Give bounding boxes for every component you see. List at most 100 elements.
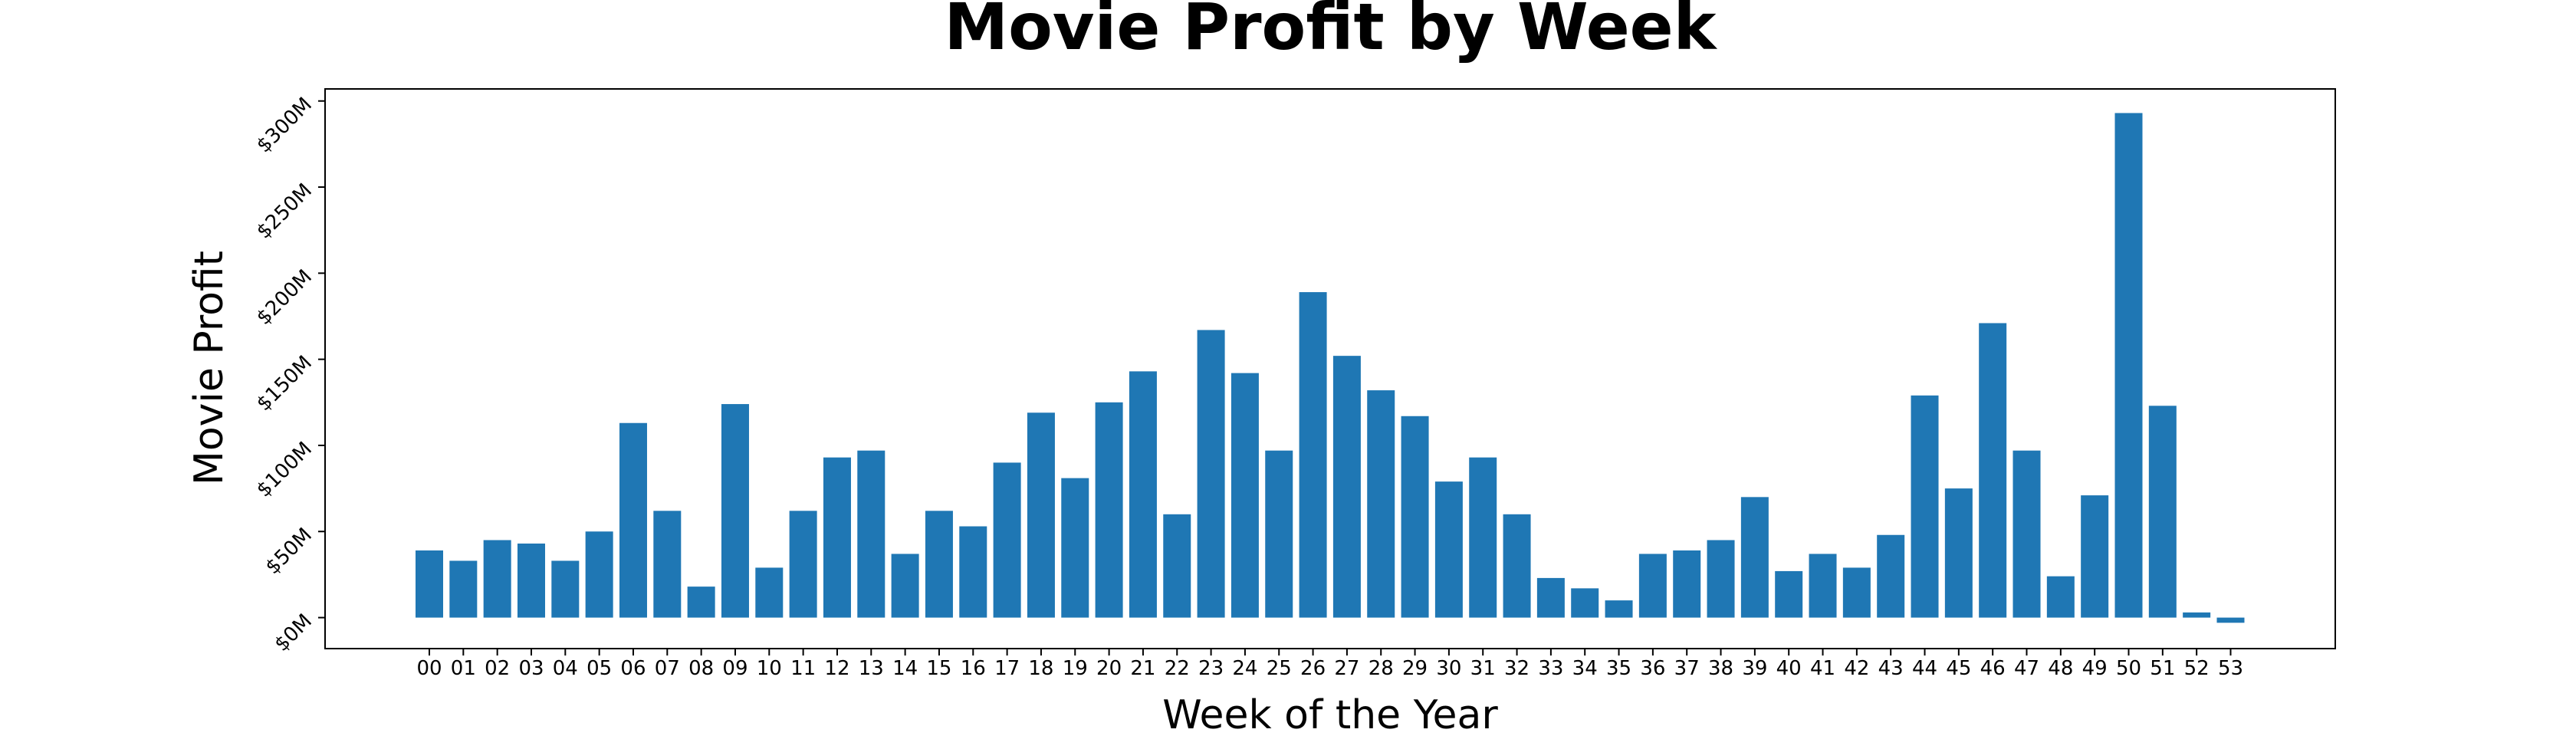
- bar-week-08: [687, 586, 715, 618]
- bar-week-46: [1979, 323, 2007, 618]
- x-tick-label: 01: [451, 657, 476, 680]
- x-tick-label: 09: [722, 657, 748, 680]
- x-tick-label: 52: [2184, 657, 2210, 680]
- bar-week-40: [1775, 570, 1803, 618]
- y-tick-label: $150M: [252, 351, 317, 416]
- x-tick-label: 10: [757, 657, 782, 680]
- x-tick-label: 49: [2082, 657, 2108, 680]
- x-tick-label: 12: [824, 657, 849, 680]
- x-tick-label: 27: [1334, 657, 1359, 680]
- x-tick-label: 46: [1980, 657, 2006, 680]
- y-tick-label: $100M: [252, 438, 317, 502]
- x-tick-label: 36: [1640, 657, 1665, 680]
- bar-week-37: [1673, 550, 1701, 618]
- x-tick-label: 45: [1946, 657, 1971, 680]
- y-tick-label: $200M: [252, 265, 317, 330]
- bar-week-09: [721, 404, 749, 618]
- x-tick-label: 47: [2014, 657, 2039, 680]
- x-tick-label: 15: [926, 657, 951, 680]
- y-axis-label: Movie Profit: [186, 251, 232, 485]
- bar-week-20: [1095, 402, 1123, 618]
- x-tick-label: 32: [1504, 657, 1530, 680]
- bar-week-13: [857, 450, 886, 618]
- bar-week-48: [2046, 576, 2075, 618]
- x-tick-label: 02: [485, 657, 510, 680]
- x-tick-label: 24: [1232, 657, 1257, 680]
- bar-week-32: [1503, 514, 1531, 618]
- bar-week-42: [1842, 567, 1871, 618]
- x-tick-label: 48: [2048, 657, 2073, 680]
- bar-week-06: [619, 422, 647, 618]
- bar-week-01: [449, 560, 478, 618]
- x-tick-label: 34: [1572, 657, 1598, 680]
- x-tick-label: 53: [2218, 657, 2243, 680]
- bar-week-02: [483, 540, 511, 618]
- bar-week-52: [2183, 612, 2211, 618]
- bar-series: [416, 113, 2245, 623]
- bar-week-50: [2114, 113, 2143, 618]
- x-tick-label: 23: [1198, 657, 1224, 680]
- x-tick-label: 25: [1267, 657, 1292, 680]
- bar-week-29: [1401, 416, 1429, 618]
- bar-week-36: [1638, 554, 1667, 618]
- x-tick-label: 13: [859, 657, 884, 680]
- x-tick-label: 35: [1606, 657, 1631, 680]
- bar-week-03: [517, 543, 545, 618]
- bar-week-23: [1197, 330, 1225, 618]
- bar-week-12: [823, 457, 851, 618]
- bar-week-07: [653, 511, 682, 618]
- x-tick-label: 03: [518, 657, 544, 680]
- bar-week-35: [1605, 600, 1633, 618]
- bar-week-04: [551, 560, 580, 618]
- x-tick-label: 42: [1844, 657, 1869, 680]
- bar-week-34: [1571, 588, 1599, 618]
- bar-week-24: [1230, 373, 1259, 618]
- bar-week-21: [1129, 371, 1157, 618]
- bar-week-33: [1536, 577, 1565, 618]
- x-tick-label: 16: [961, 657, 986, 680]
- bar-week-30: [1434, 481, 1463, 618]
- bar-week-26: [1299, 292, 1327, 618]
- y-tick-label: $250M: [252, 179, 317, 244]
- x-tick-label: 07: [655, 657, 680, 680]
- bar-week-25: [1265, 450, 1293, 618]
- x-tick-label: 29: [1402, 657, 1428, 680]
- y-axis: $0M $50M $100M $150M $200M $250M $300M: [252, 93, 325, 656]
- bar-week-17: [993, 462, 1021, 618]
- x-axis-label: Week of the Year: [1162, 692, 1498, 736]
- bar-week-28: [1367, 390, 1395, 618]
- x-tick-label: 40: [1776, 657, 1802, 680]
- bar-week-47: [2013, 450, 2041, 618]
- bar-week-44: [1911, 395, 1939, 618]
- x-tick-label: 41: [1810, 657, 1835, 680]
- x-tick-label: 22: [1165, 657, 1190, 680]
- bar-week-00: [416, 550, 443, 618]
- bar-week-38: [1707, 540, 1735, 618]
- bar-week-16: [959, 526, 987, 618]
- x-tick-label: 38: [1708, 657, 1733, 680]
- x-axis: 00 01 02 03 04 05 06 07 08 09 10 11 12 13 14 15 16 17 18 19…: [416, 649, 2243, 680]
- x-tick-label: 19: [1063, 657, 1088, 680]
- x-tick-label: 18: [1028, 657, 1053, 680]
- bar-week-27: [1332, 356, 1361, 618]
- x-tick-label: 43: [1878, 657, 1904, 680]
- plot-frame: [324, 88, 2336, 649]
- x-tick-label: 30: [1436, 657, 1461, 680]
- x-tick-label: 33: [1538, 657, 1563, 680]
- x-tick-label: 00: [416, 657, 442, 680]
- x-tick-label: 39: [1742, 657, 1767, 680]
- x-tick-label: 05: [586, 657, 612, 680]
- bar-week-10: [755, 567, 784, 618]
- chart-title: Movie Profit by Week: [944, 0, 1717, 64]
- bar-week-18: [1027, 412, 1055, 618]
- x-tick-label: 17: [994, 657, 1020, 680]
- bar-week-53: [2216, 617, 2245, 623]
- x-tick-label: 44: [1912, 657, 1937, 680]
- bar-week-51: [2148, 406, 2177, 618]
- bar-week-11: [789, 511, 817, 618]
- x-tick-label: 37: [1674, 657, 1700, 680]
- bar-week-14: [891, 554, 919, 618]
- x-tick-label: 50: [2116, 657, 2141, 680]
- bar-week-49: [2081, 495, 2109, 618]
